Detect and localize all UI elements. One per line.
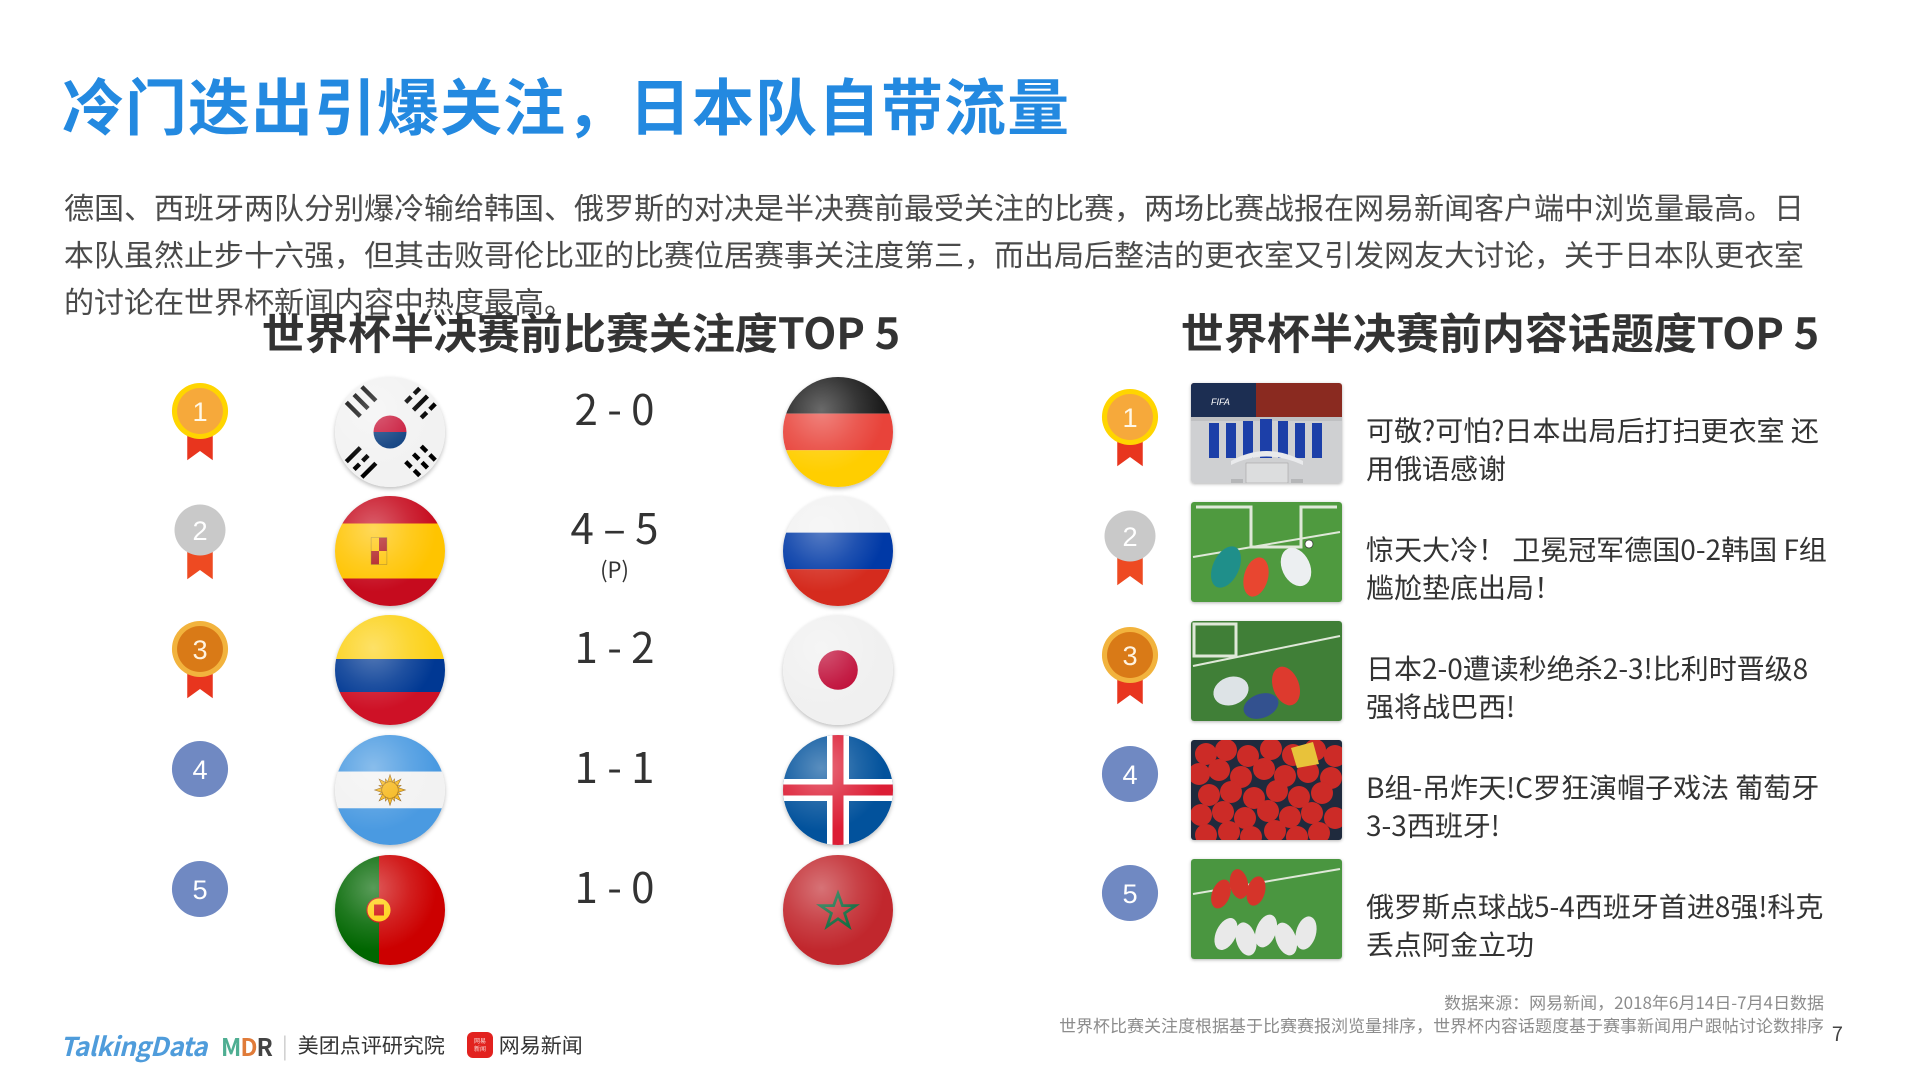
svg-text:3: 3: [1122, 640, 1137, 671]
svg-text:4: 4: [192, 754, 207, 785]
svg-text:FIFA: FIFA: [1211, 397, 1230, 407]
svg-text:5: 5: [192, 874, 207, 905]
svg-text:网易: 网易: [474, 1038, 486, 1045]
svg-text:1: 1: [1122, 402, 1137, 433]
svg-text:2: 2: [192, 515, 207, 546]
svg-text:3: 3: [192, 634, 207, 665]
svg-text:新闻: 新闻: [474, 1045, 486, 1053]
svg-text:5: 5: [1122, 878, 1137, 909]
svg-text:2: 2: [1122, 521, 1137, 552]
svg-text:4: 4: [1122, 759, 1137, 790]
svg-text:1: 1: [192, 396, 207, 427]
